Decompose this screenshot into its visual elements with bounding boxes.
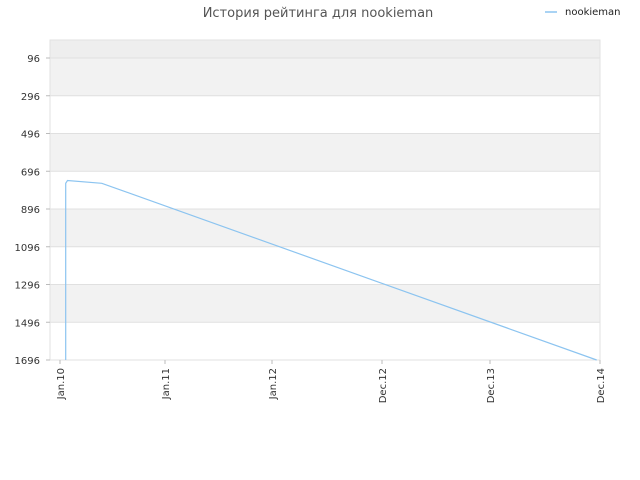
plot-band	[50, 171, 600, 209]
y-axis: 96 296 496 696 896 1096 1296 1496 1696	[15, 54, 50, 367]
plot-band	[50, 246, 600, 285]
plot-band	[50, 284, 600, 323]
x-tick-label: Dec.12	[378, 368, 389, 403]
y-tick-label: 696	[21, 167, 40, 178]
y-tick-label: 896	[21, 205, 40, 216]
plot-band	[50, 322, 600, 360]
y-tick-label: 1096	[15, 243, 40, 254]
plot-band	[50, 95, 600, 134]
plot-band	[50, 58, 600, 96]
series-line-nookieman	[65, 179, 597, 361]
x-tick-label: Jan.10	[56, 368, 67, 400]
plot-background-bands	[50, 40, 600, 360]
y-tick-label: 1296	[15, 281, 40, 292]
x-tick-label: Jan.12	[268, 368, 279, 400]
legend-label-nookieman: nookieman	[565, 7, 621, 18]
plot-band	[50, 133, 600, 172]
x-tick-label: Jan.11	[161, 368, 172, 400]
y-tick-label: 1696	[15, 356, 40, 367]
legend: nookieman	[545, 7, 621, 18]
plot-band	[50, 209, 600, 247]
chart-title: История рейтинга для nookieman	[203, 6, 434, 21]
plot-frame	[49, 39, 601, 361]
y-tick-label: 496	[21, 130, 40, 141]
y-tick-label: 1496	[15, 318, 40, 329]
x-axis: Jan.10 Jan.11 Jan.12 Dec.12 Dec.13 Dec.14	[56, 360, 607, 403]
x-tick-label: Dec.14	[596, 368, 607, 403]
plot-band	[50, 40, 600, 58]
x-tick-label: Dec.13	[486, 368, 497, 403]
y-tick-label: 96	[27, 54, 40, 65]
y-tick-label: 296	[21, 92, 40, 103]
series-layer	[65, 179, 597, 361]
